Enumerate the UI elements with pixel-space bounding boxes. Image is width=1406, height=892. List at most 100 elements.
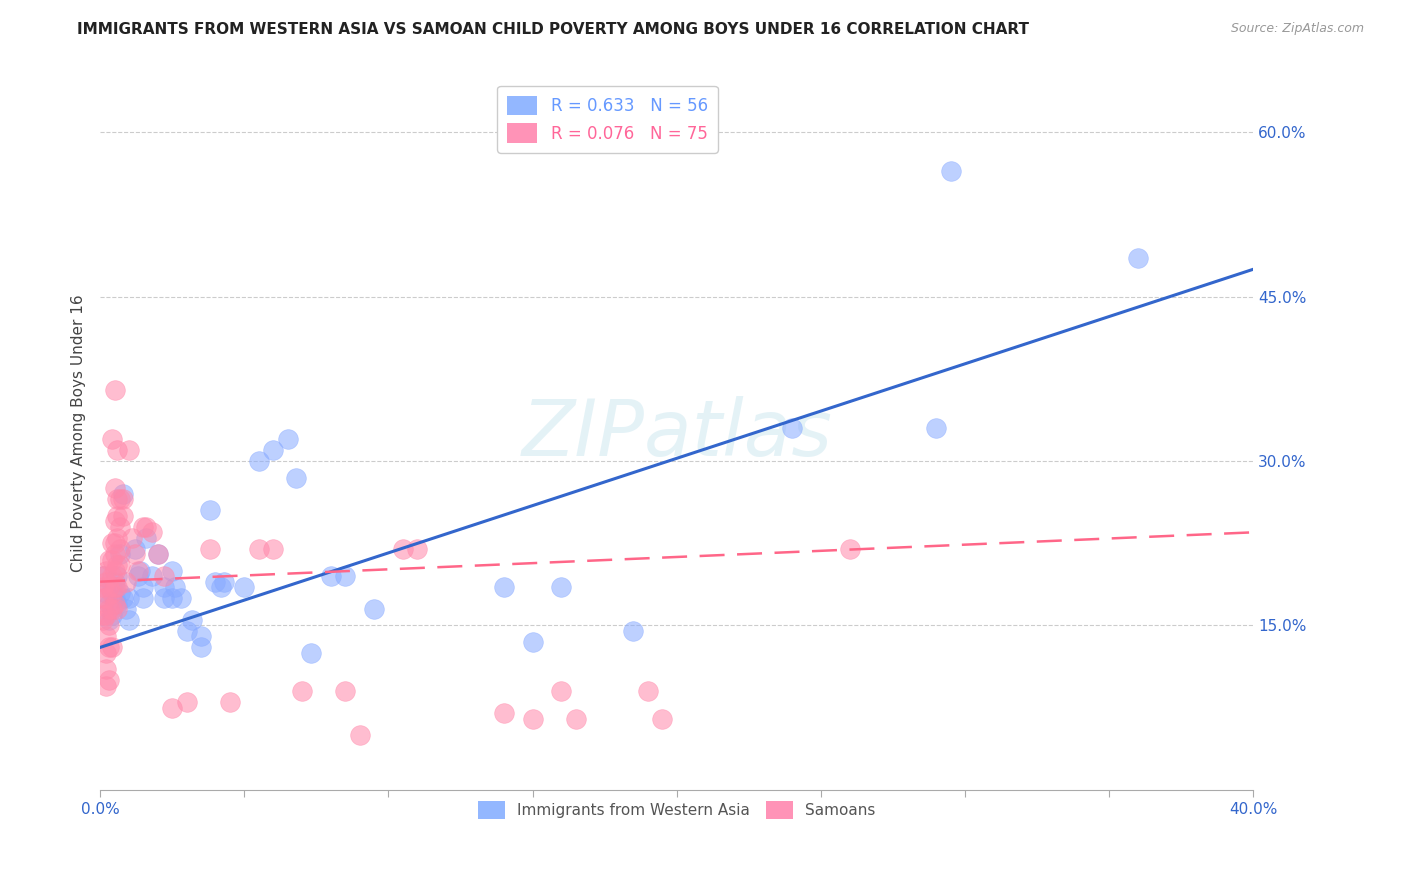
Point <box>176 624 198 638</box>
Point <box>146 547 169 561</box>
Point <box>132 520 155 534</box>
Point <box>335 684 357 698</box>
Point <box>103 591 125 606</box>
Point <box>141 525 163 540</box>
Point <box>124 547 146 561</box>
Point <box>110 541 132 556</box>
Point <box>100 432 122 446</box>
Point <box>135 531 157 545</box>
Point <box>100 552 122 566</box>
Point <box>103 536 125 550</box>
Point <box>212 574 235 589</box>
Point <box>522 712 544 726</box>
Point <box>181 613 204 627</box>
Point <box>107 531 129 545</box>
Point <box>651 712 673 726</box>
Point <box>107 580 129 594</box>
Point <box>176 695 198 709</box>
Point <box>276 432 298 446</box>
Point <box>112 508 135 523</box>
Point <box>94 591 117 606</box>
Point <box>198 541 221 556</box>
Point <box>91 607 114 622</box>
Point <box>165 580 187 594</box>
Legend: Immigrants from Western Asia, Samoans: Immigrants from Western Asia, Samoans <box>471 795 882 825</box>
Point <box>160 591 183 606</box>
Point <box>97 602 120 616</box>
Point <box>91 569 114 583</box>
Point <box>160 564 183 578</box>
Point <box>94 607 117 622</box>
Point <box>115 574 138 589</box>
Point <box>939 163 962 178</box>
Point <box>141 569 163 583</box>
Point <box>107 602 129 616</box>
Point <box>118 443 141 458</box>
Point <box>135 520 157 534</box>
Point <box>262 443 284 458</box>
Point <box>247 454 270 468</box>
Point <box>780 421 803 435</box>
Point <box>118 591 141 606</box>
Point <box>103 482 125 496</box>
Point <box>97 613 120 627</box>
Point <box>97 673 120 688</box>
Point <box>218 695 240 709</box>
Y-axis label: Child Poverty Among Boys Under 16: Child Poverty Among Boys Under 16 <box>72 295 86 573</box>
Point <box>107 569 129 583</box>
Point <box>100 602 122 616</box>
Point <box>565 712 588 726</box>
Point <box>91 591 114 606</box>
Point <box>146 547 169 561</box>
Point <box>925 421 948 435</box>
Point <box>127 564 149 578</box>
Point <box>152 569 174 583</box>
Point <box>100 536 122 550</box>
Point <box>94 564 117 578</box>
Point <box>132 580 155 594</box>
Point <box>299 646 322 660</box>
Point <box>152 580 174 594</box>
Point <box>115 602 138 616</box>
Point <box>94 585 117 599</box>
Point <box>233 580 256 594</box>
Point <box>100 585 122 599</box>
Point <box>110 547 132 561</box>
Point <box>204 574 226 589</box>
Point <box>97 552 120 566</box>
Point <box>291 684 314 698</box>
Point <box>492 706 515 721</box>
Point <box>623 624 645 638</box>
Point <box>94 574 117 589</box>
Point <box>100 607 122 622</box>
Point <box>94 646 117 660</box>
Point <box>1126 252 1149 266</box>
Point <box>103 514 125 528</box>
Point <box>247 541 270 556</box>
Point <box>91 613 114 627</box>
Text: Source: ZipAtlas.com: Source: ZipAtlas.com <box>1230 22 1364 36</box>
Point <box>209 580 232 594</box>
Point <box>97 597 120 611</box>
Text: ZIPatlas: ZIPatlas <box>522 396 832 472</box>
Point <box>103 383 125 397</box>
Point <box>103 547 125 561</box>
Point <box>198 503 221 517</box>
Point <box>550 684 572 698</box>
Point <box>94 630 117 644</box>
Point <box>103 564 125 578</box>
Point <box>94 662 117 676</box>
Point <box>91 580 114 594</box>
Point <box>107 508 129 523</box>
Point <box>363 602 385 616</box>
Point <box>100 640 122 655</box>
Point <box>127 569 149 583</box>
Point <box>112 591 135 606</box>
Point <box>160 700 183 714</box>
Point <box>335 569 357 583</box>
Point <box>107 558 129 573</box>
Point <box>522 635 544 649</box>
Point <box>152 591 174 606</box>
Point <box>124 541 146 556</box>
Point <box>112 487 135 501</box>
